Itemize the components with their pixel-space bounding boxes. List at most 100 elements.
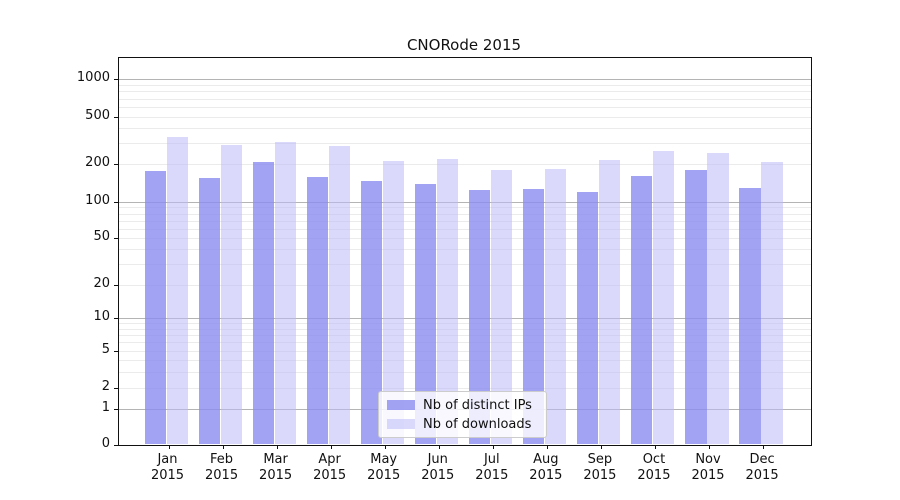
minor-gridline xyxy=(118,213,811,215)
legend-item-downloads: Nb of downloads xyxy=(387,417,538,432)
x-tick-month: Feb xyxy=(210,452,234,467)
x-tick-month: Apr xyxy=(318,452,341,467)
x-tick-mark xyxy=(600,444,602,449)
y-tick-mark xyxy=(113,79,119,80)
x-tick-mark xyxy=(546,444,548,449)
minor-gridline xyxy=(118,360,811,361)
x-tick-year: 2015 xyxy=(367,468,401,483)
y-tick-mark xyxy=(113,318,119,319)
minor-gridline xyxy=(118,84,811,86)
legend: Nb of distinct IPs Nb of downloads xyxy=(378,391,547,438)
x-tick-month: Aug xyxy=(533,452,559,467)
minor-gridline xyxy=(118,371,811,373)
x-tick-mark xyxy=(492,444,494,449)
bar-downloads-feb xyxy=(220,145,243,445)
minor-gridline xyxy=(118,285,811,286)
bar-downloads-oct xyxy=(652,151,675,445)
bar-ips-apr xyxy=(306,176,329,445)
y-tick-mark xyxy=(113,444,119,446)
minor-gridline xyxy=(118,107,811,108)
minor-gridline xyxy=(118,238,811,239)
x-tick-label-jan: Jan 2015 xyxy=(136,452,200,484)
x-tick-mark xyxy=(709,444,710,449)
minor-gridline xyxy=(118,342,811,344)
legend-label-distinct-ips: Nb of distinct IPs xyxy=(423,397,532,413)
x-tick-year: 2015 xyxy=(637,468,671,483)
minor-gridline xyxy=(118,207,811,209)
x-tick-label-feb: Feb 2015 xyxy=(190,452,254,484)
x-tick-year: 2015 xyxy=(475,468,509,483)
legend-item-distinct-ips: Nb of distinct IPs xyxy=(387,398,538,413)
minor-gridline xyxy=(118,388,811,389)
y-tick-mark xyxy=(113,409,119,410)
y-tick-label: 500 xyxy=(85,108,110,123)
y-tick-label: 100 xyxy=(85,193,110,208)
bar-downloads-aug xyxy=(544,168,567,445)
x-tick-label-apr: Apr 2015 xyxy=(298,452,362,484)
x-tick-label-may: May 2015 xyxy=(352,452,416,484)
legend-swatch-distinct-ips xyxy=(387,400,415,410)
x-tick-year: 2015 xyxy=(421,468,455,483)
y-tick-mark xyxy=(113,351,119,352)
x-tick-year: 2015 xyxy=(691,468,725,483)
y-tick-mark xyxy=(113,164,119,165)
minor-gridline xyxy=(118,351,811,352)
minor-gridline xyxy=(118,220,811,222)
x-tick-label-jul: Jul 2015 xyxy=(460,452,524,484)
minor-gridline xyxy=(118,323,811,325)
x-tick-month: Oct xyxy=(642,452,666,467)
bar-ips-nov xyxy=(685,170,707,445)
bar-ips-oct xyxy=(630,175,653,445)
y-tick-label: 20 xyxy=(93,276,110,291)
x-tick-year: 2015 xyxy=(259,468,293,483)
x-tick-label-aug: Aug 2015 xyxy=(514,452,578,484)
bar-downloads-jan xyxy=(166,136,188,445)
x-tick-month: Jul xyxy=(483,452,500,467)
x-tick-month: May xyxy=(370,452,398,467)
y-tick-label: 0 xyxy=(101,435,110,451)
bar-ips-aug xyxy=(522,188,545,445)
minor-gridline xyxy=(118,117,811,118)
bar-downloads-jul xyxy=(490,170,513,445)
minor-gridline xyxy=(118,128,811,130)
x-tick-label-mar: Mar 2015 xyxy=(244,452,308,484)
bar-ips-feb xyxy=(198,177,221,445)
x-tick-label-sep: Sep 2015 xyxy=(568,452,632,484)
bar-downloads-apr xyxy=(328,145,351,445)
legend-label-downloads: Nb of downloads xyxy=(423,416,532,432)
x-tick-label-nov: Nov 2015 xyxy=(676,452,740,484)
x-tick-mark xyxy=(222,444,224,449)
x-tick-mark xyxy=(384,444,386,449)
major-gridline xyxy=(118,79,811,80)
x-tick-month: Nov xyxy=(695,452,721,467)
bar-downloads-mar xyxy=(274,141,297,445)
x-tick-label-jun: Jun 2015 xyxy=(406,452,470,484)
chart-title: CNORode 2015 xyxy=(406,36,522,54)
y-tick-mark xyxy=(113,202,119,203)
minor-gridline xyxy=(118,98,811,100)
minor-gridline xyxy=(118,164,811,165)
bar-downloads-dec xyxy=(761,161,783,445)
bar-ips-jul xyxy=(468,190,491,445)
bar-ips-mar xyxy=(252,161,275,445)
minor-gridline xyxy=(118,328,811,330)
bar-downloads-sep xyxy=(598,160,621,445)
x-tick-month: Jan xyxy=(157,452,178,467)
x-tick-mark xyxy=(276,444,278,449)
minor-gridline xyxy=(118,334,811,336)
bar-downloads-may xyxy=(382,160,405,445)
y-tick-label: 10 xyxy=(93,309,110,324)
x-tick-year: 2015 xyxy=(313,468,347,483)
bar-downloads-jun xyxy=(436,159,459,445)
y-tick-label: 5 xyxy=(101,342,110,357)
minor-gridline xyxy=(118,228,811,230)
x-tick-year: 2015 xyxy=(529,468,563,483)
x-tick-month: Jun xyxy=(427,452,448,467)
minor-gridline xyxy=(118,91,811,93)
x-tick-mark xyxy=(763,444,765,449)
y-tick-label: 2 xyxy=(101,379,110,394)
y-tick-label: 50 xyxy=(93,229,110,244)
x-tick-label-oct: Oct 2015 xyxy=(622,452,686,484)
legend-swatch-downloads xyxy=(387,419,415,429)
